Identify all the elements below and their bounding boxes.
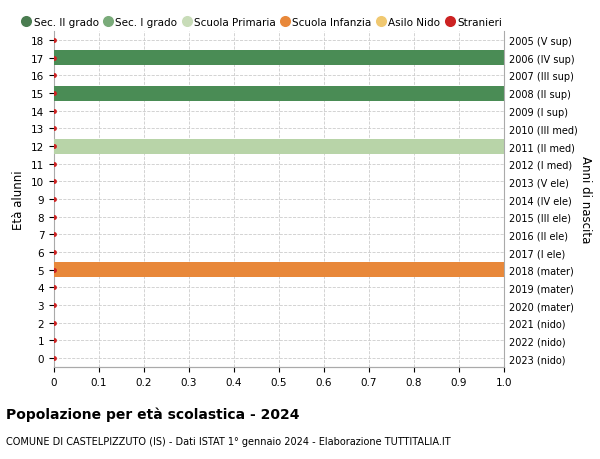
Legend: Sec. II grado, Sec. I grado, Scuola Primaria, Scuola Infanzia, Asilo Nido, Stran: Sec. II grado, Sec. I grado, Scuola Prim… — [18, 14, 506, 32]
Text: COMUNE DI CASTELPIZZUTO (IS) - Dati ISTAT 1° gennaio 2024 - Elaborazione TUTTITA: COMUNE DI CASTELPIZZUTO (IS) - Dati ISTA… — [6, 436, 451, 446]
Text: Popolazione per età scolastica - 2024: Popolazione per età scolastica - 2024 — [6, 406, 299, 421]
Y-axis label: Età alunni: Età alunni — [13, 170, 25, 230]
Bar — [54, 51, 504, 66]
Bar — [54, 263, 504, 278]
Bar — [54, 86, 504, 101]
Bar — [54, 139, 504, 154]
Y-axis label: Anni di nascita: Anni di nascita — [578, 156, 592, 243]
